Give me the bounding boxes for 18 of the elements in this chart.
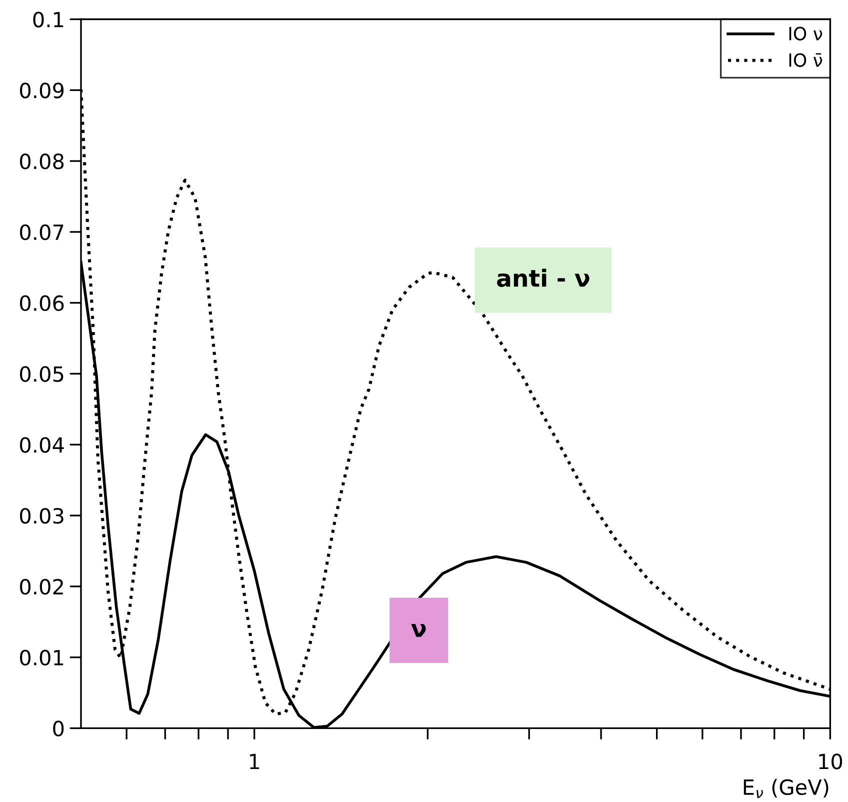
y-tick-label: 0.03	[20, 508, 64, 524]
annotation: ν	[411, 624, 426, 637]
x-tick-label: 1	[250, 754, 260, 770]
y-tick-label: 0.08	[20, 153, 64, 170]
y-tick-label: 0.05	[20, 366, 64, 382]
y-tick-label: 0.04	[20, 437, 64, 453]
y-tick-label: 0.02	[20, 578, 63, 595]
y-tick-label: 0.06	[20, 295, 64, 312]
x-tick-label: 10	[819, 754, 842, 770]
y-tick-label: 0.07	[20, 224, 64, 240]
y-tick-label: 0.1	[33, 12, 64, 28]
annotation: anti - ν	[497, 268, 590, 287]
y-tick-label: 0.01	[20, 650, 64, 666]
x-axis-title: E$_{ν}$ (GeV)	[744, 778, 828, 798]
y-tick-label: 0	[53, 720, 64, 736]
legend-label: IO ν	[789, 26, 822, 40]
y-tick-label: 0.09	[20, 82, 64, 98]
legend-label: IO ν̄	[789, 53, 822, 67]
